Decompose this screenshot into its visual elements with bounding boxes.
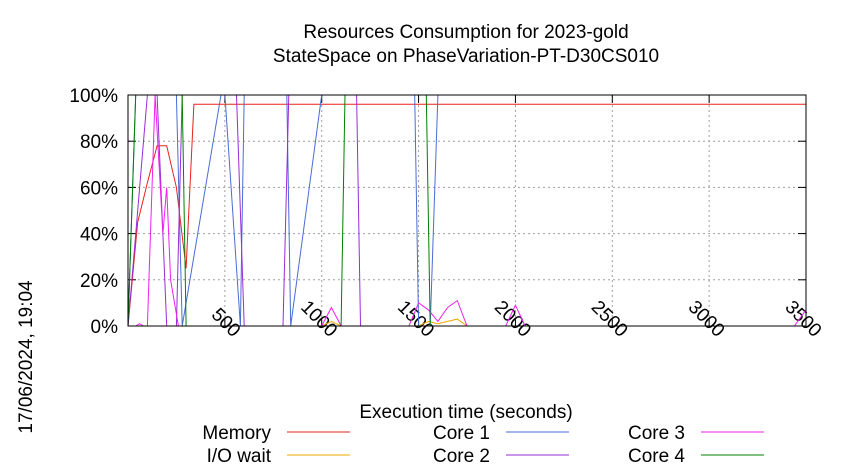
x-tick-label: 3500 [781,297,826,342]
grid-lines [128,95,806,326]
plot-frame [127,94,807,327]
series-line-core-4 [127,94,806,327]
legend-label: Core 1 [433,423,490,444]
x-tick-label: 1000 [296,297,341,342]
series-lines [127,94,807,327]
legend-label: I/O wait [207,446,272,467]
timestamp-label: 17/06/2024, 19:04 [16,280,37,434]
x-tick-label: 2500 [587,297,632,342]
legend-label: Core 2 [433,446,490,467]
y-tick-label: 80% [80,132,118,153]
x-axis-label: Execution time (seconds) [359,402,572,423]
x-tick-label: 500 [207,304,244,341]
y-tick-label: 20% [80,271,118,292]
legend-label: Core 3 [628,423,685,444]
y-tick-label: 60% [80,178,118,199]
series-line-core-2 [127,94,806,327]
y-tick-label: 40% [80,225,118,246]
series-line-core-1 [127,94,806,327]
legend-label: Memory [202,423,271,444]
series-line-memory [127,103,806,327]
legend-label: Core 4 [628,446,685,467]
chart-title-line1: Resources Consumption for 2023-gold [303,22,628,43]
x-axis-ticks: 500 1000 1500 2000 2500 3000 3500 [207,95,825,342]
x-tick-label: 3000 [684,297,729,342]
y-tick-label: 0% [91,317,119,338]
chart-title-line2: StateSpace on PhaseVariation-PT-D30CS010 [273,46,659,67]
x-tick-label: 2000 [490,297,535,342]
y-tick-label: 100% [69,86,118,107]
series-line-core-3 [128,94,807,327]
